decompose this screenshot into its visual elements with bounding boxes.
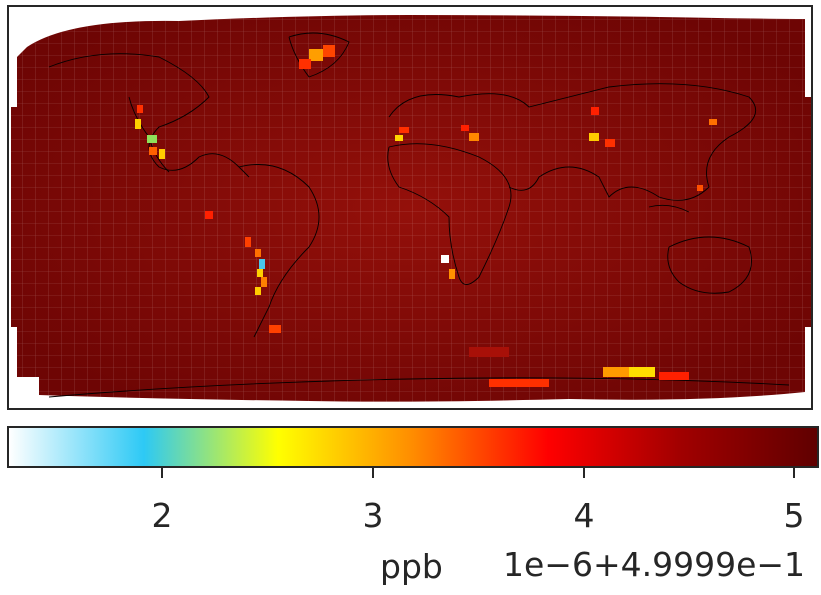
colorbar-tick-label-2: 2 <box>151 496 173 535</box>
colorbar-tick-4 <box>583 468 585 478</box>
colorbar-tick-label-3: 3 <box>362 496 384 535</box>
colorbar-offset-label: 1e−6+4.9999e−1 <box>503 545 806 584</box>
coastlines <box>48 32 790 398</box>
colorbar-unit-label: ppb <box>380 547 443 586</box>
colorbar-tick-label-5: 5 <box>783 496 805 535</box>
map-canvas <box>11 15 811 402</box>
colorbar <box>7 426 819 468</box>
map-panel <box>7 5 813 410</box>
colorbar-tick-label-4: 4 <box>573 496 595 535</box>
colorbar-tick-5 <box>793 468 795 478</box>
colorbar-tick-2 <box>161 468 163 478</box>
hotspots <box>135 45 717 387</box>
colorbar-tick-3 <box>372 468 374 478</box>
